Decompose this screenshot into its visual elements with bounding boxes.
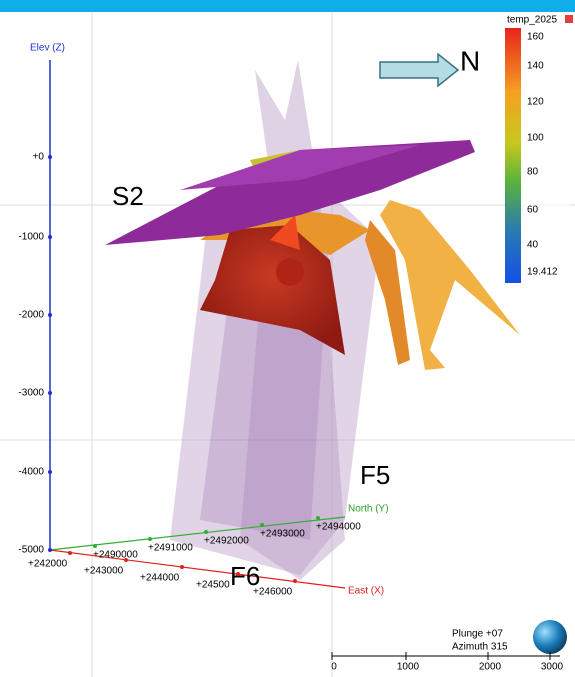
north-axis xyxy=(49,516,346,551)
colorbar-tick-label: 80 xyxy=(527,167,539,178)
colorbar-tick-label: 60 xyxy=(527,205,539,216)
east-tick-label: +243000 xyxy=(84,566,124,577)
colorbar-tick-label: 40 xyxy=(527,240,539,251)
elev-tick xyxy=(48,548,52,552)
plunge: Plunge +07 xyxy=(452,629,503,640)
azimuth: Azimuth 315 xyxy=(452,642,508,653)
east-tick xyxy=(124,558,128,562)
north-tick-label: +2494000 xyxy=(316,522,361,533)
north-tick-label: +2491000 xyxy=(148,543,193,554)
elev-tick xyxy=(48,155,52,159)
east-tick-label: +246000 xyxy=(253,587,293,598)
scale-label: 2000 xyxy=(479,662,502,673)
scale-label: 3000 xyxy=(541,662,564,673)
elev-tick xyxy=(48,391,52,395)
title-bar xyxy=(0,0,575,12)
north-tick xyxy=(316,516,320,520)
colorbar-tick-label: 160 xyxy=(527,32,544,43)
elev-tick-label: -3000 xyxy=(18,388,44,399)
elev-tick-label: -1000 xyxy=(18,232,44,243)
elev-axis-title: Elev (Z) xyxy=(30,43,65,54)
east-tick-label: +24500 xyxy=(196,580,230,591)
east-tick xyxy=(236,572,240,576)
elev-tick-label: +0 xyxy=(33,152,45,163)
s2-highlight xyxy=(180,145,420,190)
north-arrow xyxy=(379,52,460,88)
east-tick-label: +244000 xyxy=(140,573,180,584)
colorbar-tick-label: 120 xyxy=(527,97,544,108)
colorbar-tick-label: 140 xyxy=(527,61,544,72)
east-tick xyxy=(293,579,297,583)
f5-label: F5 xyxy=(360,460,390,490)
elev-tick xyxy=(48,235,52,239)
elev-tick xyxy=(48,470,52,474)
f6-label: F6 xyxy=(230,561,260,591)
east-tick-label: +242000 xyxy=(28,559,68,570)
north-tick-label: +2493000 xyxy=(260,529,305,540)
colorbar-title: temp_2025 xyxy=(507,15,557,26)
scale-label: 0 xyxy=(331,662,337,673)
colorbar-labels-bg xyxy=(521,28,569,283)
north-label: N xyxy=(460,45,480,76)
colorbar xyxy=(505,28,521,283)
colorbar-close[interactable] xyxy=(565,15,573,23)
east-tick xyxy=(68,551,72,555)
scale-label: 1000 xyxy=(397,662,420,673)
colorbar-tick-label: 19.412 xyxy=(527,267,558,278)
north-tick xyxy=(148,537,152,541)
east-axis-title: East (X) xyxy=(348,586,384,597)
elev-tick xyxy=(48,313,52,317)
colorbar-tick-label: 100 xyxy=(527,133,544,144)
globe[interactable] xyxy=(533,620,567,654)
elev-tick-label: -5000 xyxy=(18,545,44,556)
elev-tick-label: -4000 xyxy=(18,467,44,478)
elev-tick-label: -2000 xyxy=(18,310,44,321)
east-tick xyxy=(180,565,184,569)
s2-surface xyxy=(105,140,475,245)
north-tick xyxy=(260,523,264,527)
s2-label: S2 xyxy=(112,181,144,211)
north-tick xyxy=(93,544,97,548)
north-tick-label: +2490000 xyxy=(93,550,138,561)
north-tick xyxy=(204,530,208,534)
north-axis-title: North (Y) xyxy=(348,504,389,515)
north-tick-label: +2492000 xyxy=(204,536,249,547)
